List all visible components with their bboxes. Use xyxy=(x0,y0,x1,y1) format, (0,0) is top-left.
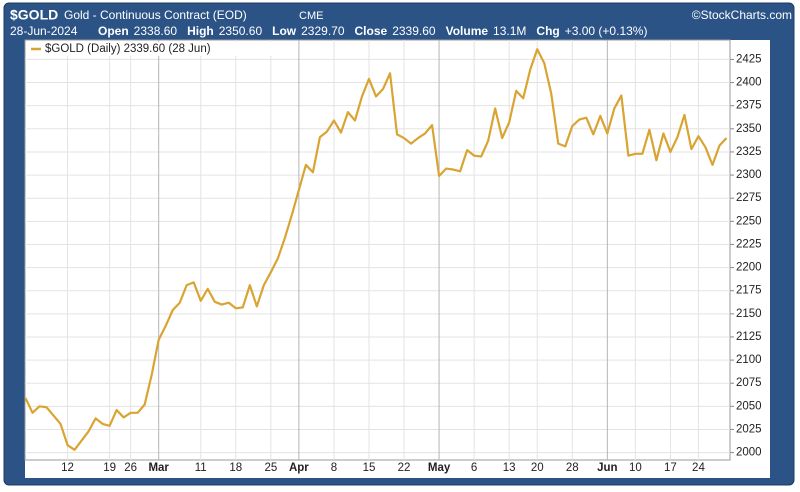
x-tick-label: 15 xyxy=(363,462,376,474)
x-tick-label: 19 xyxy=(103,462,116,474)
x-tick-label: 24 xyxy=(692,462,705,474)
y-tick-label: 2225 xyxy=(736,238,762,250)
stat-label: Chg xyxy=(536,24,559,38)
x-tick-label: 26 xyxy=(124,462,137,474)
x-tick-label: 25 xyxy=(264,462,277,474)
price-line xyxy=(24,48,728,451)
x-tick-label: 18 xyxy=(229,462,242,474)
stat-label: Close xyxy=(355,24,388,38)
y-tick-label: 2100 xyxy=(736,354,762,366)
y-tick-label: 2350 xyxy=(736,123,762,135)
y-tick-label: 2325 xyxy=(736,146,762,158)
stat-label: High xyxy=(187,24,214,38)
legend-bg xyxy=(27,42,277,56)
y-tick-label: 2025 xyxy=(736,424,762,436)
header: $GOLD Gold - Continuous Contract (EOD) C… xyxy=(10,7,792,38)
stat-value: +3.00 (+0.13%) xyxy=(565,24,648,38)
x-tick-label: 8 xyxy=(331,462,337,474)
stat-value: 2339.60 xyxy=(392,24,436,38)
y-tick-label: 2375 xyxy=(736,100,762,112)
stat-label: Low xyxy=(272,24,297,38)
x-tick-label: 12 xyxy=(61,462,74,474)
y-tick-label: 2250 xyxy=(736,215,762,227)
name: Gold - Continuous Contract (EOD) xyxy=(64,8,247,22)
x-tick-label: 13 xyxy=(503,462,516,474)
y-tick-label: 2275 xyxy=(736,192,762,204)
panel xyxy=(25,40,770,478)
y-tick-label: 2075 xyxy=(736,377,762,389)
exchange: CME xyxy=(299,10,323,22)
y-tick-label: 2400 xyxy=(736,77,762,89)
stat-value: 2329.70 xyxy=(301,24,345,38)
symbol: $GOLD xyxy=(10,7,58,23)
x-tick-label: 22 xyxy=(398,462,411,474)
stat-value: 2350.60 xyxy=(219,24,263,38)
date: 28-Jun-2024 xyxy=(10,24,78,38)
y-tick-label: 2000 xyxy=(736,447,762,459)
stat-label: Volume xyxy=(446,24,489,38)
x-tick-label: 28 xyxy=(566,462,579,474)
y-tick-label: 2200 xyxy=(736,262,762,274)
stat-value: 2338.60 xyxy=(134,24,178,38)
x-tick-label: 17 xyxy=(664,462,677,474)
source: ©StockCharts.com xyxy=(692,8,792,22)
x-tick-label: 11 xyxy=(195,462,207,474)
stat-label: Open xyxy=(98,24,129,38)
x-tick-label: Apr xyxy=(289,462,309,474)
legend-label: $GOLD (Daily) 2339.60 (28 Jun) xyxy=(45,43,211,55)
x-tick-label: Mar xyxy=(148,462,169,474)
x-tick-label: Jun xyxy=(597,462,617,474)
y-tick-label: 2125 xyxy=(736,331,762,343)
x-tick-label: 6 xyxy=(471,462,477,474)
y-tick-label: 2050 xyxy=(736,400,762,412)
y-tick-label: 2425 xyxy=(736,53,762,65)
y-tick-label: 2150 xyxy=(736,308,762,320)
x-tick-label: 10 xyxy=(629,462,642,474)
grid xyxy=(25,40,730,460)
x-tick-label: May xyxy=(428,462,451,474)
y-tick-label: 2175 xyxy=(736,285,762,297)
y-tick-label: 2300 xyxy=(736,169,762,181)
stat-value: 13.1M xyxy=(493,24,526,38)
x-tick-label: 20 xyxy=(531,462,544,474)
plot-border xyxy=(24,39,731,461)
